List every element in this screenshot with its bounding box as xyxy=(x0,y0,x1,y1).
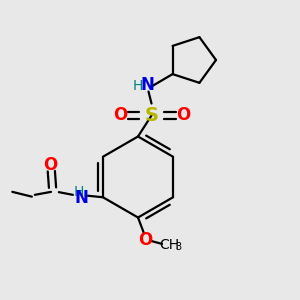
Text: N: N xyxy=(140,76,154,94)
Text: H: H xyxy=(74,184,84,199)
Text: CH: CH xyxy=(159,238,180,252)
Text: O: O xyxy=(113,106,127,124)
Text: O: O xyxy=(43,156,58,174)
Text: O: O xyxy=(138,231,153,249)
Text: O: O xyxy=(176,106,190,124)
Text: S: S xyxy=(145,106,158,125)
Text: H: H xyxy=(132,79,142,92)
Text: 3: 3 xyxy=(175,242,181,252)
Text: N: N xyxy=(74,189,88,207)
